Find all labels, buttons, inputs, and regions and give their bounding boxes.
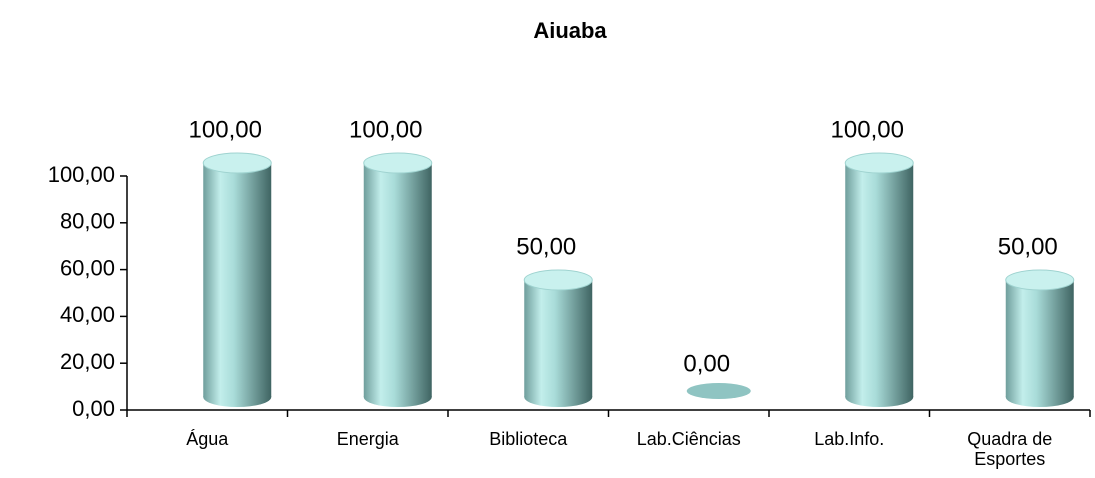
bar-body bbox=[1005, 280, 1074, 397]
value-label: 50,00 bbox=[998, 233, 1058, 260]
bar-top bbox=[202, 152, 272, 174]
bar-top bbox=[363, 152, 433, 174]
bar-body bbox=[203, 163, 272, 397]
chart-title: Aiuaba bbox=[533, 18, 607, 43]
bar bbox=[202, 152, 272, 407]
x-tick-label: Lab.Info. bbox=[814, 429, 884, 449]
y-tick-label: 60,00 bbox=[60, 255, 115, 280]
x-tick-label: Quadra de Esportes bbox=[967, 429, 1052, 469]
x-tick-label: Biblioteca bbox=[489, 429, 568, 449]
value-label: 0,00 bbox=[683, 350, 730, 377]
bar-top bbox=[523, 269, 593, 291]
bar-top bbox=[844, 152, 914, 174]
value-label: 100,00 bbox=[349, 116, 422, 143]
y-tick-label: 80,00 bbox=[60, 209, 115, 234]
y-tick-label: 100,00 bbox=[48, 162, 115, 187]
bar-top bbox=[686, 383, 751, 399]
bar bbox=[1005, 269, 1075, 407]
x-tick-label: Energia bbox=[337, 429, 400, 449]
bar bbox=[686, 383, 751, 399]
x-tick-label: Água bbox=[186, 429, 229, 449]
value-label: 50,00 bbox=[516, 233, 576, 260]
value-label: 100,00 bbox=[831, 116, 904, 143]
bar bbox=[844, 152, 914, 407]
y-tick-label: 40,00 bbox=[60, 302, 115, 327]
y-tick-label: 20,00 bbox=[60, 349, 115, 374]
bar-body bbox=[524, 280, 593, 397]
bar-body bbox=[845, 163, 914, 397]
bar bbox=[523, 269, 593, 407]
bar bbox=[363, 152, 433, 407]
y-tick-label: 0,00 bbox=[72, 396, 115, 421]
value-label: 100,00 bbox=[189, 116, 262, 143]
bar-body bbox=[363, 163, 432, 397]
bar-top bbox=[1005, 269, 1075, 291]
x-tick-label: Lab.Ciências bbox=[637, 429, 741, 449]
